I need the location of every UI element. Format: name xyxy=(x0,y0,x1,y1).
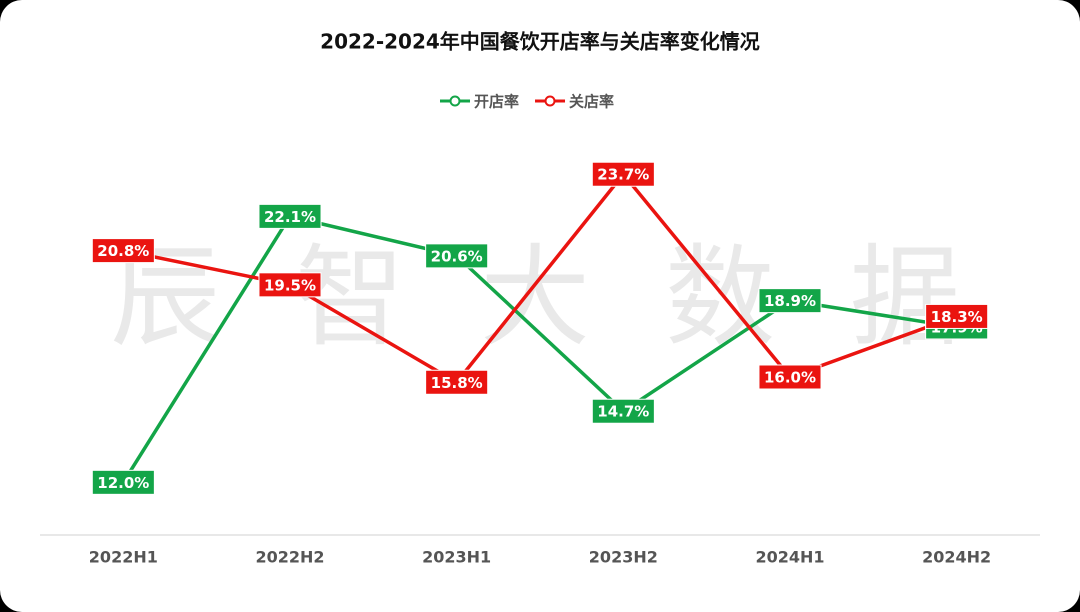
data-label-box xyxy=(91,238,155,264)
x-tick-label: 2024H2 xyxy=(922,548,991,567)
data-label-box xyxy=(591,398,655,424)
x-tick-label: 2022H2 xyxy=(255,548,324,567)
data-label-box xyxy=(258,203,322,229)
x-tick-label: 2023H2 xyxy=(589,548,658,567)
legend-marker xyxy=(449,95,461,107)
data-label: 20.8% xyxy=(97,242,149,260)
legend-marker xyxy=(544,95,556,107)
data-label: 18.3% xyxy=(931,308,983,326)
data-label: 22.1% xyxy=(264,208,316,226)
data-label: 19.5% xyxy=(264,276,316,294)
data-label-box xyxy=(425,243,489,269)
data-label-box xyxy=(91,469,155,495)
data-label: 14.7% xyxy=(597,403,649,421)
data-label: 23.7% xyxy=(597,166,649,184)
data-label-box xyxy=(425,369,489,395)
data-label: 15.8% xyxy=(431,374,483,392)
data-label-box xyxy=(758,364,822,390)
legend-label: 关店率 xyxy=(569,93,614,111)
data-label-box xyxy=(758,288,822,314)
data-label: 12.0% xyxy=(97,474,149,492)
legend-label: 开店率 xyxy=(474,93,519,111)
x-tick-label: 2024H1 xyxy=(755,548,824,567)
chart-title: 2022-2024年中国餐饮开店率与关店率变化情况 xyxy=(320,30,760,54)
data-label: 20.6% xyxy=(431,247,483,265)
data-label-box xyxy=(591,161,655,187)
x-tick-label: 2023H1 xyxy=(422,548,491,567)
data-label-box xyxy=(925,303,989,329)
data-label: 18.9% xyxy=(764,292,816,310)
x-tick-label: 2022H1 xyxy=(89,548,158,567)
data-label-box xyxy=(258,272,322,298)
data-label: 16.0% xyxy=(764,369,816,387)
